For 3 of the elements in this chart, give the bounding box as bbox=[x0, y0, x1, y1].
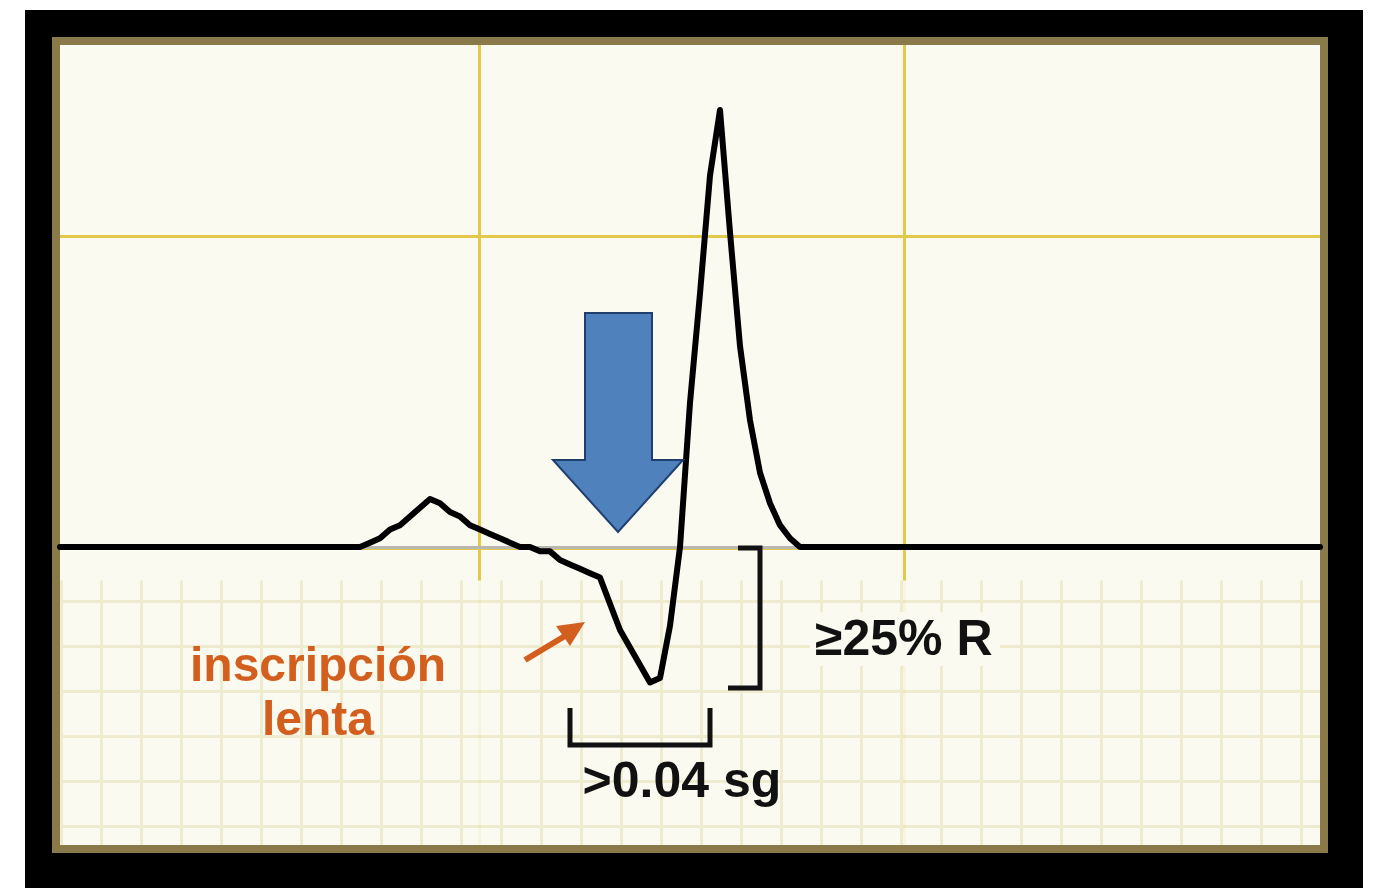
text: >0.04 sg bbox=[582, 752, 782, 808]
annotation: inscripción lenta bbox=[189, 638, 447, 745]
annotation: ≥25% R bbox=[815, 610, 993, 666]
